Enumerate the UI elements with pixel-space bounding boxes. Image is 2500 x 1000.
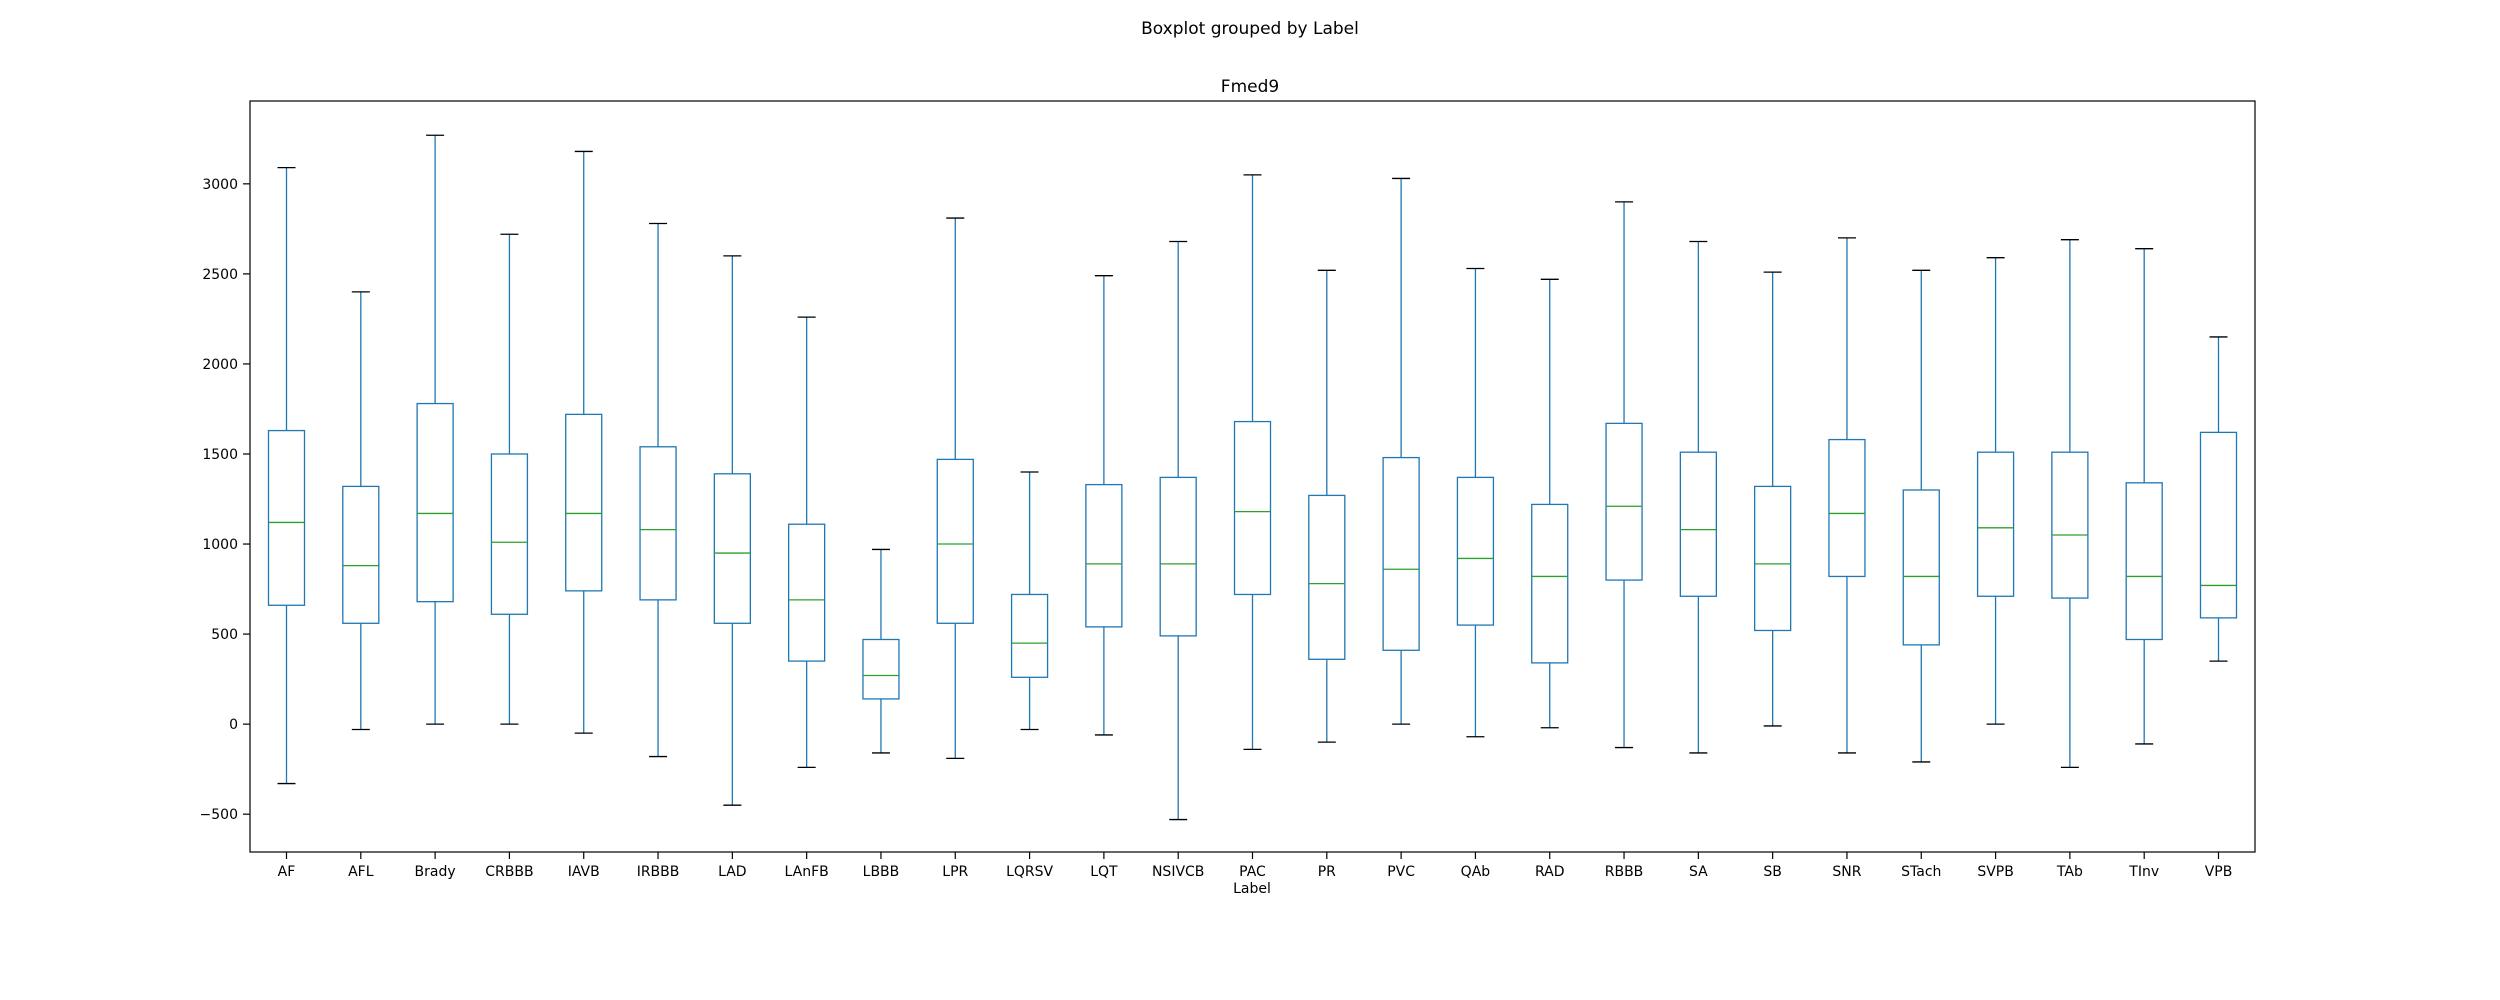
x-tick-label: SB <box>1763 864 1782 880</box>
x-tick-label: NSIVCB <box>1152 864 1204 880</box>
x-tick-label: LQRSV <box>1006 864 1053 880</box>
x-tick-label: STach <box>1901 864 1941 880</box>
box <box>1605 422 1643 581</box>
box-group-rbbb <box>1605 201 1643 749</box>
box <box>267 429 306 606</box>
box <box>1902 489 1940 646</box>
box <box>565 413 603 592</box>
box-group-lanfb <box>788 316 826 769</box>
box-group-tinv <box>2125 248 2163 745</box>
y-tick-label: 0 <box>229 717 238 733</box>
x-tick-label: SVPB <box>1977 864 2014 880</box>
x-tick-label: PR <box>1318 864 1336 880</box>
boxes <box>267 134 2238 821</box>
x-axis: AF AFL Brady CRBBB IAVB IRBBB LAD LAnFB LBBB LPR L… <box>278 852 2233 880</box>
box-group-afl <box>342 291 380 731</box>
box <box>1976 451 2015 597</box>
x-tick-label: RAD <box>1535 864 1565 880</box>
box <box>416 402 454 603</box>
box-group-sb <box>1754 271 1792 727</box>
box <box>1233 420 1272 596</box>
box <box>1159 476 1197 637</box>
box <box>2125 482 2163 641</box>
x-tick-label: TAb <box>2056 864 2083 880</box>
x-tick-label: LAnFB <box>785 864 829 880</box>
box-group-lbbb <box>862 548 900 754</box>
box-group-lad <box>713 255 751 806</box>
box <box>1085 483 1123 628</box>
y-tick-label: 3000 <box>202 177 238 193</box>
box <box>639 446 677 601</box>
box-group-svpb <box>1976 257 2015 725</box>
x-tick-label: Brady <box>415 864 456 880</box>
x-tick-label: AFL <box>348 864 374 880</box>
box <box>1679 451 1717 597</box>
y-tick-label: 1000 <box>202 537 238 553</box>
box <box>936 458 974 624</box>
box <box>1531 503 1569 664</box>
box-group-lqt <box>1085 275 1123 736</box>
chart-suptitle: Boxplot grouped by Label <box>1141 19 1359 39</box>
x-tick-label: CRBBB <box>485 864 533 880</box>
plot-frame <box>249 100 2256 853</box>
x-tick-label: IAVB <box>568 864 600 880</box>
box <box>1010 593 1049 678</box>
chart-title: Fmed9 <box>1221 77 1279 97</box>
box-group-lpr <box>936 217 974 760</box>
box <box>2051 451 2089 599</box>
y-tick-label: 2000 <box>202 357 238 373</box>
box <box>342 485 380 624</box>
y-tick-label: 2500 <box>202 267 238 283</box>
x-tick-label: LBBB <box>863 864 900 880</box>
box <box>1754 485 1792 632</box>
box-group-nsivcb <box>1159 240 1197 821</box>
box-group-qab <box>1456 267 1495 738</box>
box-group-irbbb <box>639 222 677 758</box>
box <box>1828 438 1866 578</box>
box <box>1382 456 1420 651</box>
box-group-pvc <box>1382 177 1420 725</box>
x-tick-label: LPR <box>942 864 968 880</box>
box-group-crbbb <box>490 233 529 725</box>
x-tick-label: QAb <box>1461 864 1491 880</box>
box-group-rad <box>1531 278 1569 729</box>
box <box>1308 494 1346 660</box>
x-tick-label: PVC <box>1387 864 1415 880</box>
x-tick-label: IRBBB <box>637 864 680 880</box>
box <box>2199 431 2238 619</box>
x-tick-label: PAC <box>1239 864 1266 880</box>
box-group-snr <box>1828 237 1866 754</box>
box <box>788 523 826 662</box>
box-group-vpb <box>2199 336 2238 662</box>
box-group-pac <box>1233 174 1272 750</box>
box-group-stach <box>1902 269 1940 763</box>
box <box>713 473 751 624</box>
box-group-af <box>267 166 306 785</box>
x-tick-label: VPB <box>2205 864 2233 880</box>
x-tick-label: SA <box>1689 864 1708 880</box>
y-tick-label: −500 <box>200 807 238 823</box>
y-tick-label: 500 <box>211 627 238 643</box>
x-tick-label: LAD <box>718 864 746 880</box>
box-group-iavb <box>565 150 603 734</box>
x-axis-label: Label <box>1233 881 1271 897</box>
box-group-tab <box>2051 239 2089 769</box>
box <box>862 638 900 700</box>
y-axis: −500 0 500 1000 1500 2000 2500 3000 <box>200 177 250 823</box>
box-group-sa <box>1679 240 1717 754</box>
x-tick-label: LQT <box>1090 864 1118 880</box>
x-tick-label: RBBB <box>1605 864 1644 880</box>
box <box>1456 476 1495 626</box>
x-tick-label: SNR <box>1832 864 1861 880</box>
box-group-brady <box>416 134 454 725</box>
box-group-lqrsv <box>1010 471 1049 731</box>
box-group-pr <box>1308 269 1346 743</box>
y-tick-label: 1500 <box>202 447 238 463</box>
x-tick-label: AF <box>278 864 296 880</box>
x-tick-label: TInv <box>2128 864 2159 880</box>
box <box>490 453 529 615</box>
